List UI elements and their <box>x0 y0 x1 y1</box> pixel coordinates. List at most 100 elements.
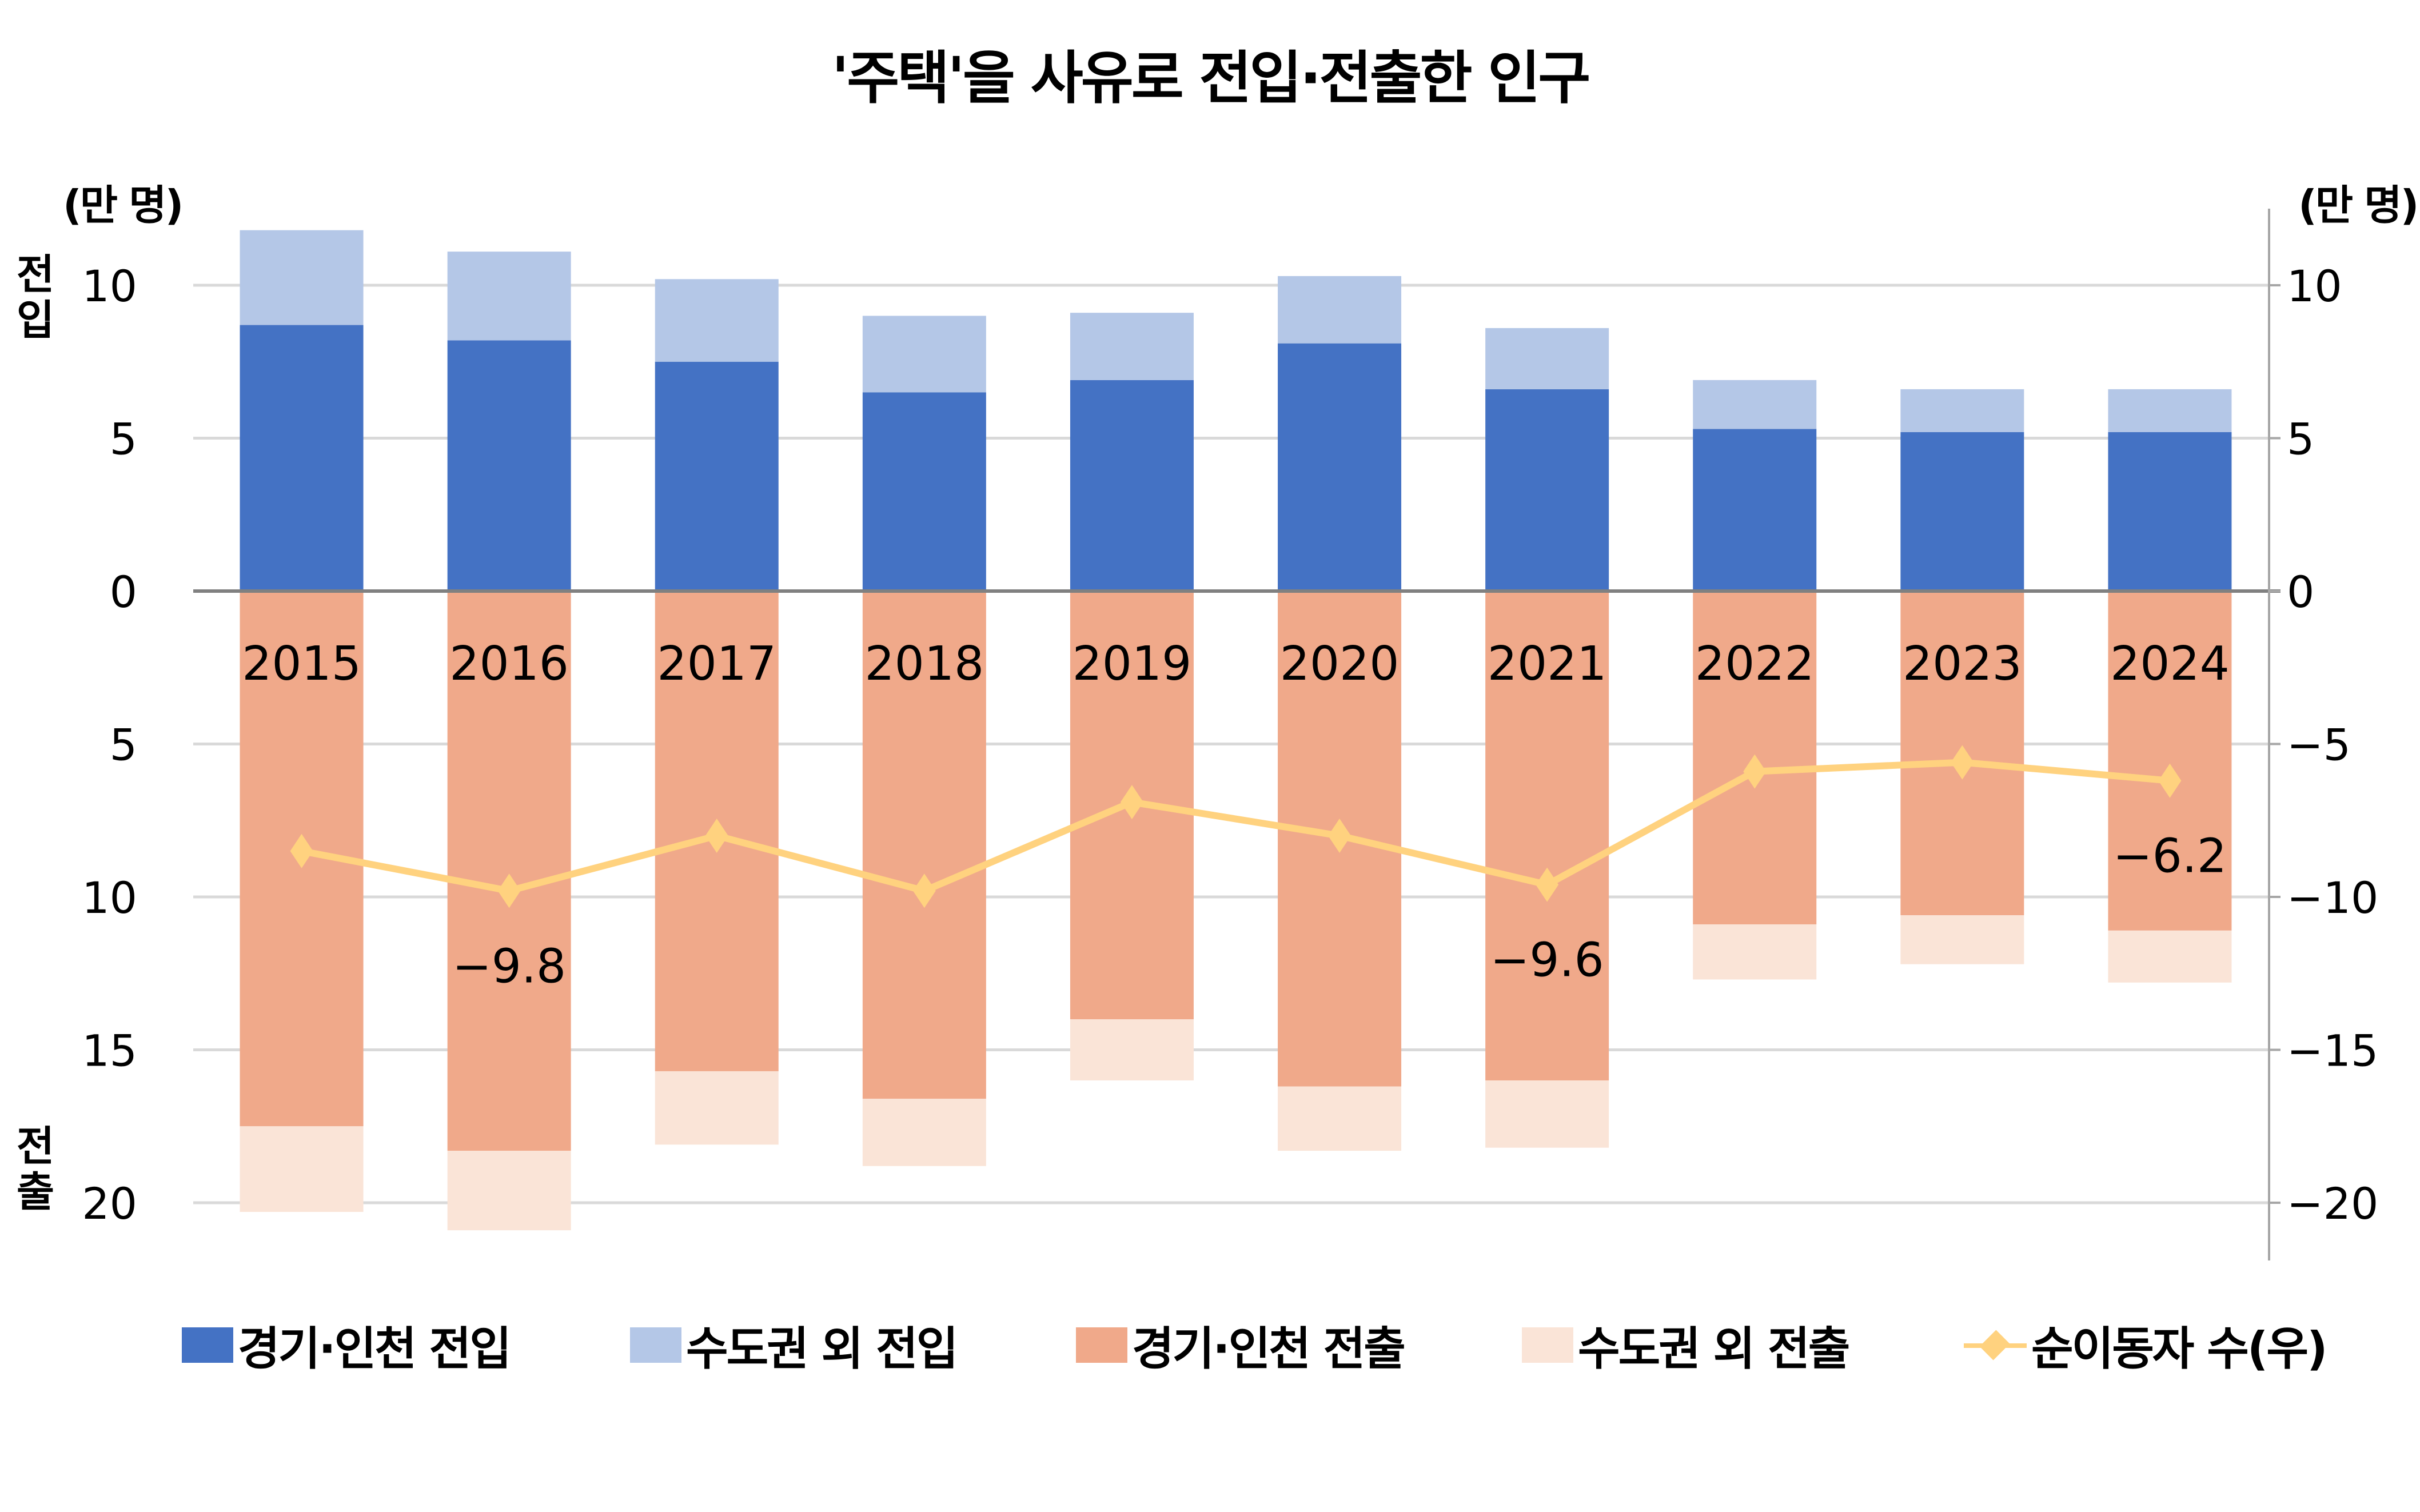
right-tick-label: 10 <box>2287 261 2342 312</box>
bar-gyeonggi-incheon-inflow <box>1900 432 2024 591</box>
bar-non-capital-outflow <box>655 1071 779 1145</box>
bar-gyeonggi-incheon-inflow <box>655 361 779 591</box>
bar-non-capital-inflow <box>447 252 571 341</box>
x-tick-label: 2021 <box>1488 637 1607 691</box>
bar-non-capital-outflow <box>447 1151 571 1231</box>
right-tick-label: −10 <box>2287 872 2378 923</box>
data-label: −9.6 <box>1490 933 1604 988</box>
legend-swatch <box>630 1327 681 1363</box>
legend-label: 순이동자 수(우) <box>2031 1322 2328 1375</box>
legend-label: 경기·인천 전입 <box>238 1322 512 1375</box>
net-migration-point <box>1743 754 1767 789</box>
net-migration-point <box>1328 819 1351 853</box>
right-tick-label: −15 <box>2287 1026 2378 1076</box>
x-tick-label: 2022 <box>1695 637 1815 691</box>
bar-gyeonggi-incheon-inflow <box>1693 429 1817 591</box>
inflow-side-char: 입 <box>16 296 55 344</box>
chart-title: '주택'을 사유로 전입·전출한 인구 <box>831 45 1591 111</box>
x-tick-label: 2018 <box>865 637 984 691</box>
bar-non-capital-outflow <box>1485 1080 1609 1148</box>
bar-gyeonggi-incheon-outflow <box>1485 591 1609 1080</box>
data-labels: −9.8 −9.6 −6.2 <box>452 829 2227 994</box>
left-tick-label: 10 <box>82 261 137 312</box>
bar-non-capital-inflow <box>1070 313 1194 380</box>
bar-gyeonggi-incheon-inflow <box>447 340 571 591</box>
net-migration-point <box>290 833 313 868</box>
axes <box>193 209 2281 1260</box>
legend-swatch <box>1076 1327 1127 1363</box>
legend-label: 수도권 외 전출 <box>1578 1322 1850 1375</box>
legend-line-marker-icon <box>1964 1327 2027 1363</box>
bar-gyeonggi-incheon-inflow <box>1070 380 1194 591</box>
legend-label: 경기·인천 전출 <box>1132 1322 1406 1375</box>
legend-swatch <box>182 1327 233 1363</box>
x-tick-label: 2023 <box>1903 637 2022 691</box>
net-migration-point <box>1951 745 1974 780</box>
net-migration-point <box>1536 867 1559 902</box>
net-migration-line <box>290 745 2182 908</box>
x-tick-label: 2024 <box>2110 637 2230 691</box>
net-migration-point <box>705 819 728 853</box>
bar-non-capital-outflow <box>240 1126 364 1212</box>
right-tick-label: −20 <box>2287 1178 2378 1229</box>
x-tick-label: 2015 <box>242 637 361 691</box>
x-tick-label: 2020 <box>1280 637 1400 691</box>
x-tick-labels: 2015 2016 2017 2018 2019 2020 2021 2022 2023 2024 <box>242 637 2230 691</box>
bar-non-capital-outflow <box>862 1099 986 1166</box>
bar-non-capital-outflow <box>1693 924 1817 980</box>
outflow-side-char: 전 <box>16 1122 55 1170</box>
right-tick-label: 0 <box>2287 566 2314 617</box>
bar-non-capital-inflow <box>1485 328 1609 389</box>
left-tick-label: 10 <box>82 872 137 923</box>
left-tick-label: 0 <box>110 566 137 617</box>
right-tick-label: −5 <box>2287 720 2351 771</box>
data-label: −9.8 <box>452 939 566 994</box>
bar-non-capital-inflow <box>862 316 986 393</box>
legend-label: 수도권 외 전입 <box>686 1322 958 1375</box>
y-tick-labels: 10 5 0 5 10 15 20 10 5 0 −5 −10 −15 −20 <box>82 261 2378 1229</box>
bar-non-capital-inflow <box>1900 389 2024 432</box>
bar-gyeonggi-incheon-inflow <box>862 392 986 591</box>
x-tick-label: 2019 <box>1073 637 1192 691</box>
legend: 경기·인천 전입 수도권 외 전입 경기·인천 전출 수도권 외 전출 순이동자… <box>0 1312 2420 1375</box>
left-tick-label: 20 <box>82 1178 137 1229</box>
outflow-side-label: 전 출 <box>13 1123 58 1215</box>
bar-gyeonggi-incheon-outflow <box>862 591 986 1099</box>
inflow-side-char: 전 <box>16 250 55 298</box>
bar-gyeonggi-incheon-outflow <box>447 591 571 1151</box>
left-axis-unit: (만 명) <box>63 181 184 229</box>
legend-item: 경기·인천 전입 <box>182 1312 512 1378</box>
bar-non-capital-outflow <box>1278 1086 1402 1151</box>
net-migration-point <box>1120 785 1143 820</box>
left-tick-label: 5 <box>110 414 137 465</box>
net-migration-point <box>2158 763 2182 798</box>
bar-gyeonggi-incheon-inflow <box>2108 432 2232 591</box>
legend-item: 경기·인천 전출 <box>1076 1312 1406 1378</box>
legend-item: 수도권 외 전출 <box>1522 1312 1850 1378</box>
right-axis-unit: (만 명) <box>2298 181 2419 229</box>
bar-gyeonggi-incheon-outflow <box>2108 591 2232 931</box>
bar-gyeonggi-incheon-inflow <box>1278 343 1402 591</box>
bar-non-capital-outflow <box>1900 915 2024 964</box>
net-migration-line-path <box>301 759 2170 895</box>
outflow-side-char: 출 <box>16 1168 55 1216</box>
bars <box>240 230 2232 1231</box>
bar-non-capital-inflow <box>2108 389 2232 432</box>
legend-item: 수도권 외 전입 <box>630 1312 958 1378</box>
bar-non-capital-outflow <box>1070 1019 1194 1080</box>
bar-gyeonggi-incheon-inflow <box>240 325 364 591</box>
inflow-side-label: 전 입 <box>13 252 58 343</box>
bar-non-capital-inflow <box>1693 380 1817 429</box>
bar-non-capital-inflow <box>240 230 364 325</box>
legend-item: 순이동자 수(우) <box>1964 1312 2328 1378</box>
data-label: −6.2 <box>2113 829 2227 884</box>
right-tick-label: 5 <box>2287 414 2314 465</box>
left-tick-label: 15 <box>82 1026 137 1076</box>
bar-non-capital-outflow <box>2108 930 2232 983</box>
left-tick-label: 5 <box>110 720 137 771</box>
net-migration-point <box>497 873 521 908</box>
bar-gyeonggi-incheon-inflow <box>1485 389 1609 591</box>
x-tick-label: 2017 <box>657 637 776 691</box>
bar-non-capital-inflow <box>655 279 779 362</box>
legend-swatch <box>1522 1327 1573 1363</box>
